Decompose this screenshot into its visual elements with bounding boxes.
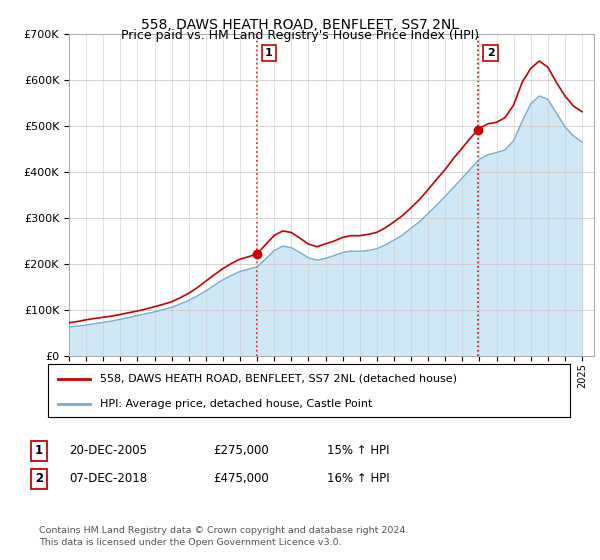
Text: 15% ↑ HPI: 15% ↑ HPI (327, 444, 389, 458)
Text: 07-DEC-2018: 07-DEC-2018 (69, 472, 147, 486)
Text: 16% ↑ HPI: 16% ↑ HPI (327, 472, 389, 486)
Text: 1: 1 (265, 48, 273, 58)
Text: £275,000: £275,000 (213, 444, 269, 458)
Text: 2: 2 (487, 48, 494, 58)
Text: 558, DAWS HEATH ROAD, BENFLEET, SS7 2NL: 558, DAWS HEATH ROAD, BENFLEET, SS7 2NL (141, 18, 459, 32)
Text: 1: 1 (35, 444, 43, 458)
Text: 2: 2 (35, 472, 43, 486)
Text: This data is licensed under the Open Government Licence v3.0.: This data is licensed under the Open Gov… (39, 538, 341, 547)
Text: 20-DEC-2005: 20-DEC-2005 (69, 444, 147, 458)
Text: £475,000: £475,000 (213, 472, 269, 486)
Text: HPI: Average price, detached house, Castle Point: HPI: Average price, detached house, Cast… (100, 399, 373, 409)
Text: Price paid vs. HM Land Registry's House Price Index (HPI): Price paid vs. HM Land Registry's House … (121, 29, 479, 42)
Text: 558, DAWS HEATH ROAD, BENFLEET, SS7 2NL (detached house): 558, DAWS HEATH ROAD, BENFLEET, SS7 2NL … (100, 374, 457, 384)
Text: Contains HM Land Registry data © Crown copyright and database right 2024.: Contains HM Land Registry data © Crown c… (39, 526, 409, 535)
